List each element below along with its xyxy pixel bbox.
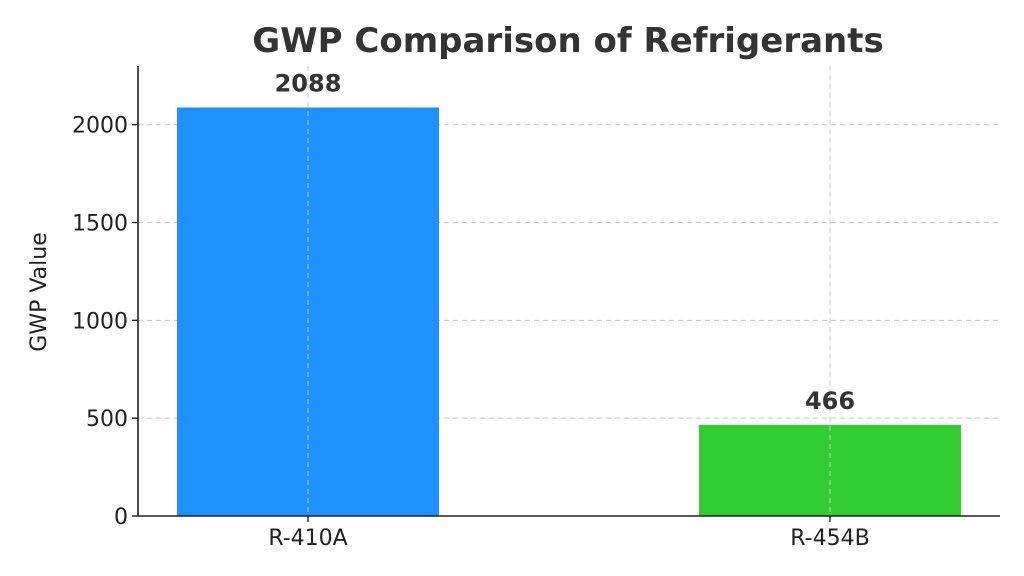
bars-layer [177, 107, 961, 516]
data-label: 2088 [275, 69, 342, 97]
x-tick-label: R-410A [268, 526, 347, 551]
x-tick-label: R-454B [790, 526, 869, 551]
chart-title: GWP Comparison of Refrigerants [252, 21, 884, 61]
data-label: 466 [805, 387, 855, 415]
vgrid-layer [307, 66, 831, 516]
axes-layer [132, 66, 1000, 522]
labels-layer: 0 500 1000 1500 2000 2088 R-410A 466 R-454B [72, 69, 870, 551]
y-tick-label: 500 [86, 407, 128, 432]
y-tick-label: 1500 [72, 212, 128, 237]
y-tick-label: 0 [114, 505, 128, 530]
y-tick-label: 1000 [72, 309, 128, 334]
y-tick-label: 2000 [72, 114, 128, 139]
y-axis-label: GWP Value [27, 232, 52, 351]
